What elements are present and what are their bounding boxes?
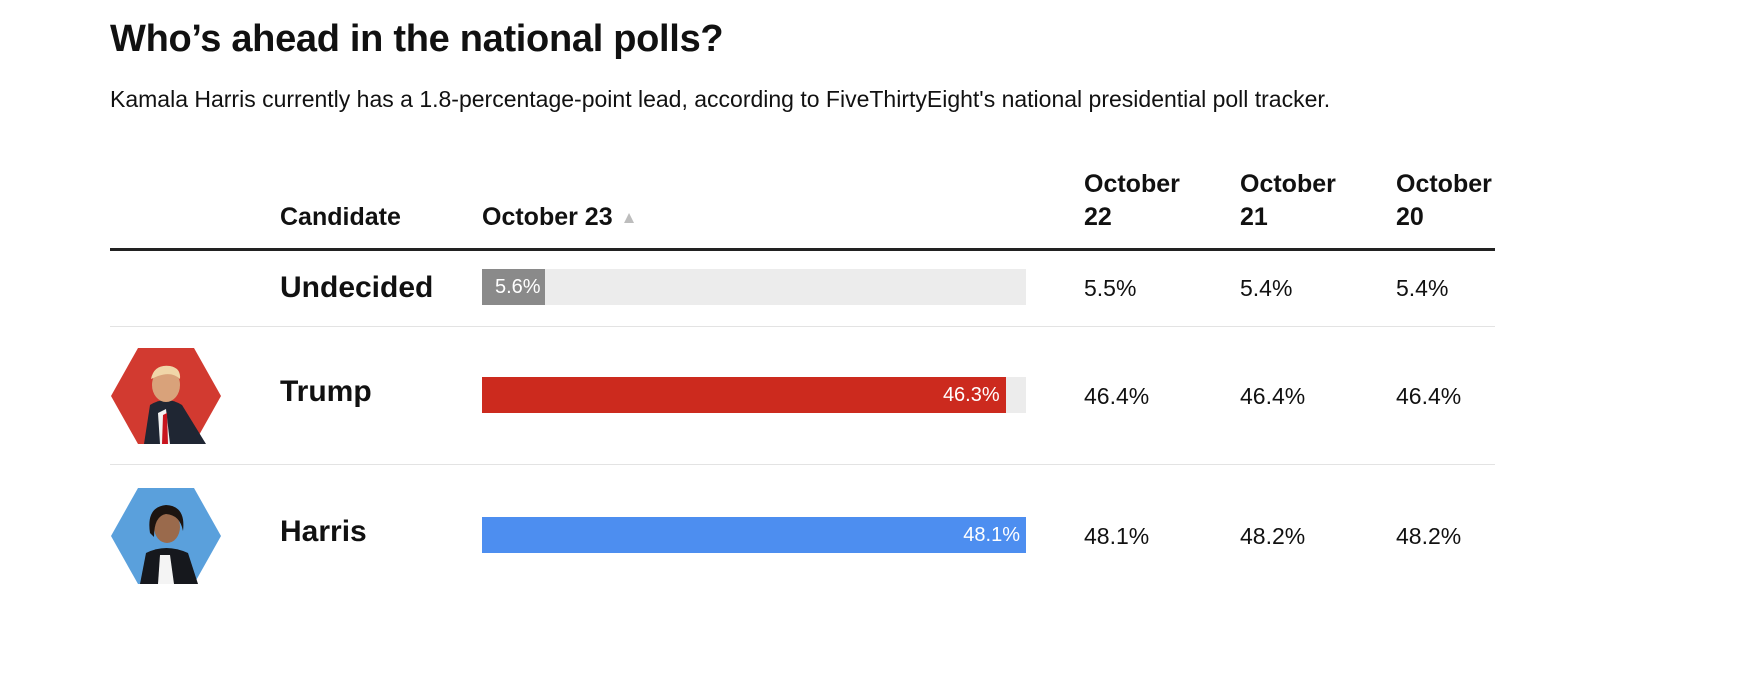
bar-value-label: 5.6% <box>495 276 541 298</box>
history-value: 46.4% <box>1084 383 1150 409</box>
bar-value-label: 46.3% <box>942 384 1000 406</box>
candidate-name: Undecided <box>280 271 434 304</box>
history-value: 48.1% <box>1084 523 1150 549</box>
history-value: 5.5% <box>1084 275 1137 301</box>
column-header-current-label: October 23 <box>482 203 613 231</box>
candidate-name: Trump <box>280 375 372 408</box>
table-row: Undecided 5.6% 5.5% 5.4% 5.4% <box>110 251 1495 327</box>
chart-subtitle: Kamala Harris currently has a 1.8-percen… <box>110 86 1331 112</box>
bar-value-label: 48.1% <box>963 524 1020 546</box>
candidate-name: Harris <box>280 515 367 548</box>
trump-photo-icon <box>111 348 221 444</box>
sort-ascending-icon: ▲ <box>620 208 638 227</box>
table-header: Candidate October 23 ▲ October 22 October… <box>110 160 1495 251</box>
column-header-current[interactable]: October 23 ▲ <box>482 201 637 234</box>
bar-track: 5.6% <box>482 269 1026 305</box>
column-header-candidate: Candidate <box>280 203 401 231</box>
chart-title: Who’s ahead in the national polls? <box>110 18 724 60</box>
table-row: Harris 48.1% 48.1% 48.2% 48.2% <box>110 465 1495 605</box>
bar <box>482 269 546 305</box>
poll-table: Candidate October 23 ▲ October 22 October… <box>110 160 1495 605</box>
history-value: 5.4% <box>1396 275 1449 301</box>
bar-track: 46.3% <box>482 377 1026 413</box>
history-value: 48.2% <box>1396 523 1462 549</box>
column-header-prior-1: October 22 <box>1084 170 1180 231</box>
table-row: Trump 46.3% 46.4% 46.4% 46.4% <box>110 327 1495 465</box>
bar <box>482 377 1006 413</box>
history-value: 5.4% <box>1240 275 1293 301</box>
column-header-prior-2: October 21 <box>1240 170 1336 231</box>
history-value: 46.4% <box>1240 383 1306 409</box>
column-header-prior-3: October 20 <box>1396 170 1492 231</box>
bar <box>482 517 1026 553</box>
history-value: 46.4% <box>1396 383 1462 409</box>
harris-photo-icon <box>111 488 221 584</box>
bar-track: 48.1% <box>482 517 1026 553</box>
history-value: 48.2% <box>1240 523 1306 549</box>
